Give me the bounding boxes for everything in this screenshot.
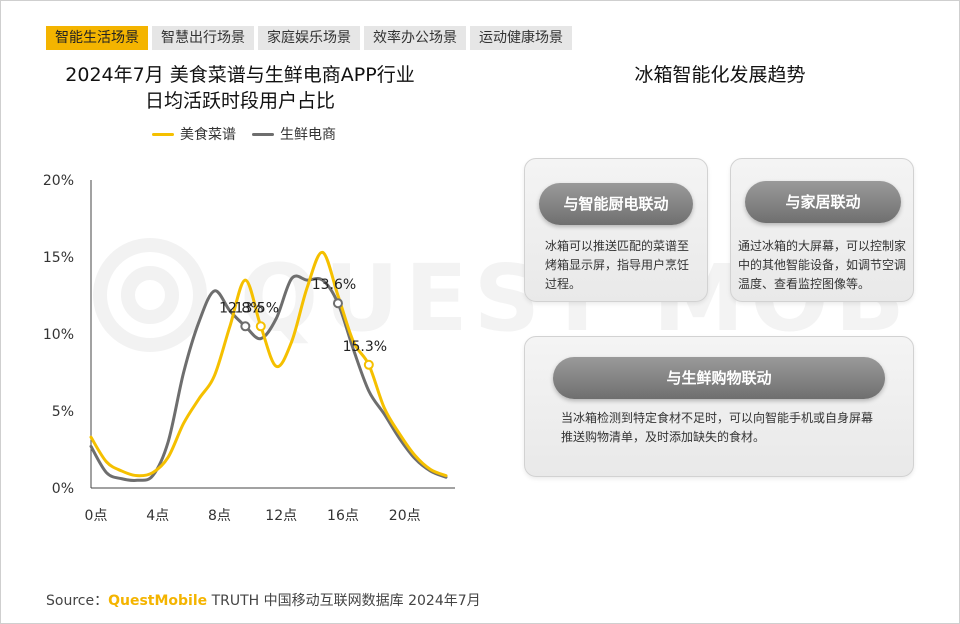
y-tick-label: 0%: [52, 481, 74, 497]
source-prefix: Source：: [46, 593, 109, 609]
legend-item-fresh: 生鲜电商: [252, 124, 336, 144]
data-label: 12.8%: [219, 300, 263, 316]
source-text: TRUTH 中国移动互联网数据库 2024年7月: [207, 593, 481, 609]
card-home-label: 与家居联动: [745, 181, 901, 223]
scene-tabs: 智能生活场景 智慧出行场景 家庭娱乐场景 效率办公场景 运动健康场景: [46, 26, 572, 50]
card-grocery: 与生鲜购物联动 当冰箱检测到特定食材不足时，可以向智能手机或自身屏幕推送购物清单…: [524, 336, 914, 477]
card-kitchen: 与智能厨电联动 冰箱可以推送匹配的菜谱至烤箱显示屏，指导用户烹饪过程。: [524, 158, 708, 302]
data-point-marker: [255, 321, 266, 332]
tab-home-entertainment[interactable]: 家庭娱乐场景: [258, 26, 360, 50]
source-brand: QuestMobile: [108, 593, 208, 609]
y-tick-label: 5%: [52, 404, 74, 420]
line-chart: 0% 5% 10% 15% 20% 0点 4点 8点 12点 16点 20点 12.8%13.5% 13…: [43, 173, 455, 524]
y-tick-label: 15%: [43, 250, 74, 266]
data-point-marker: [240, 321, 251, 332]
x-tick-label: 4点: [146, 508, 169, 524]
tab-sports-health[interactable]: 运动健康场景: [470, 26, 572, 50]
y-tick-label: 20%: [43, 173, 74, 189]
x-tick-label: 16点: [327, 508, 359, 524]
data-label: 13.6%: [312, 277, 356, 293]
source-note: Source：QuestMobile TRUTH 中国移动互联网数据库 2024…: [46, 590, 481, 610]
data-point-marker: [332, 298, 343, 309]
card-grocery-label: 与生鲜购物联动: [553, 357, 885, 399]
tab-smart-life[interactable]: 智能生活场景: [46, 26, 148, 50]
card-home: 与家居联动 通过冰箱的大屏幕，可以控制家中的其他智能设备，如调节空调温度、查看监…: [730, 158, 914, 302]
data-label: 13.5%: [235, 300, 279, 316]
legend-swatch-fresh: [252, 132, 274, 136]
legend-label-recipe: 美食菜谱: [180, 127, 236, 143]
right-title: 冰箱智能化发展趋势: [634, 64, 806, 86]
tab-office-efficiency[interactable]: 效率办公场景: [364, 26, 466, 50]
chart-title-line1: 2024年7月 美食菜谱与生鲜电商APP行业: [65, 64, 415, 86]
x-tick-label: 20点: [389, 508, 421, 524]
y-tick-label: 10%: [43, 327, 74, 343]
card-home-desc: 通过冰箱的大屏幕，可以控制家中的其他智能设备，如调节空调温度、查看监控图像等。: [738, 239, 907, 291]
legend-swatch-recipe: [152, 132, 174, 136]
series-line-fresh: [89, 274, 448, 482]
card-grocery-desc: 当冰箱检测到特定食材不足时，可以向智能手机或自身屏幕推送购物清单，及时添加缺失的…: [561, 411, 874, 444]
x-tick-label: 8点: [208, 508, 231, 524]
legend-label-fresh: 生鲜电商: [280, 127, 336, 143]
card-kitchen-label: 与智能厨电联动: [539, 183, 693, 225]
card-kitchen-desc: 冰箱可以推送匹配的菜谱至烤箱显示屏，指导用户烹饪过程。: [545, 239, 690, 291]
x-tick-label: 0点: [85, 508, 108, 524]
legend-item-recipe: 美食菜谱: [152, 124, 236, 144]
chart-title-line2: 日均活跃时段用户占比: [144, 90, 335, 112]
chart-legend: 美食菜谱 生鲜电商: [152, 124, 336, 144]
data-label: 15.3%: [343, 339, 387, 355]
chart-title: 2024年7月 美食菜谱与生鲜电商APP行业 日均活跃时段用户占比: [30, 62, 450, 114]
data-point-marker: [363, 359, 374, 370]
series-line-recipe: [89, 250, 448, 478]
tab-smart-travel[interactable]: 智慧出行场景: [152, 26, 254, 50]
x-tick-label: 12点: [265, 508, 297, 524]
